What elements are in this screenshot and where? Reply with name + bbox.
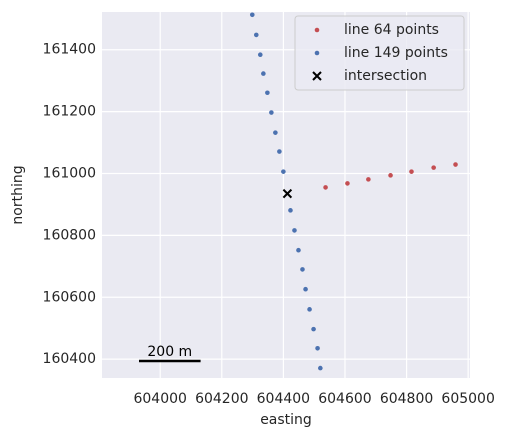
x-tick-label: 604600 xyxy=(318,391,371,407)
point xyxy=(409,169,414,174)
x-tick-label: 605000 xyxy=(441,391,494,407)
y-tick-label: 161000 xyxy=(43,165,96,181)
point xyxy=(253,32,259,38)
y-tick-label: 161400 xyxy=(43,42,96,58)
point xyxy=(453,162,458,167)
point xyxy=(388,173,393,178)
x-axis-label: easting xyxy=(260,412,312,428)
point xyxy=(300,267,305,272)
marker-stroke xyxy=(312,71,322,81)
y-tick-label: 160800 xyxy=(43,227,96,243)
x-tick-label: 604800 xyxy=(380,391,433,407)
y-tick-label: 161200 xyxy=(43,104,96,120)
y-tick-label: 160600 xyxy=(43,289,96,305)
point xyxy=(431,165,436,170)
marker-x xyxy=(312,71,322,81)
y-axis-label: northing xyxy=(10,165,26,224)
scale-bar-label: 200 m xyxy=(147,344,192,360)
point xyxy=(273,130,278,135)
point xyxy=(311,326,316,332)
point xyxy=(315,345,320,351)
point xyxy=(307,307,312,312)
point xyxy=(265,90,270,96)
point xyxy=(366,177,371,182)
point xyxy=(281,169,286,174)
x-tick-label: 604200 xyxy=(195,391,248,407)
x-tick-label: 604400 xyxy=(257,391,310,407)
legend-label: intersection xyxy=(344,68,427,84)
point xyxy=(292,228,297,233)
point xyxy=(318,365,323,371)
point xyxy=(314,27,320,33)
marker-stroke xyxy=(282,188,293,199)
point xyxy=(296,247,301,253)
point xyxy=(249,12,255,18)
legend-label: line 64 points xyxy=(344,22,439,38)
point xyxy=(314,50,320,56)
marker-x xyxy=(282,188,293,199)
point xyxy=(288,208,293,213)
point xyxy=(303,286,308,292)
point xyxy=(277,149,282,154)
point xyxy=(345,181,350,186)
point xyxy=(257,52,263,57)
legend-label: line 149 points xyxy=(344,45,448,61)
point xyxy=(323,185,328,190)
y-tick-label: 160400 xyxy=(43,351,96,367)
legend-box xyxy=(294,15,465,91)
point xyxy=(269,110,274,115)
x-tick-label: 604000 xyxy=(133,391,186,407)
point xyxy=(261,71,266,76)
